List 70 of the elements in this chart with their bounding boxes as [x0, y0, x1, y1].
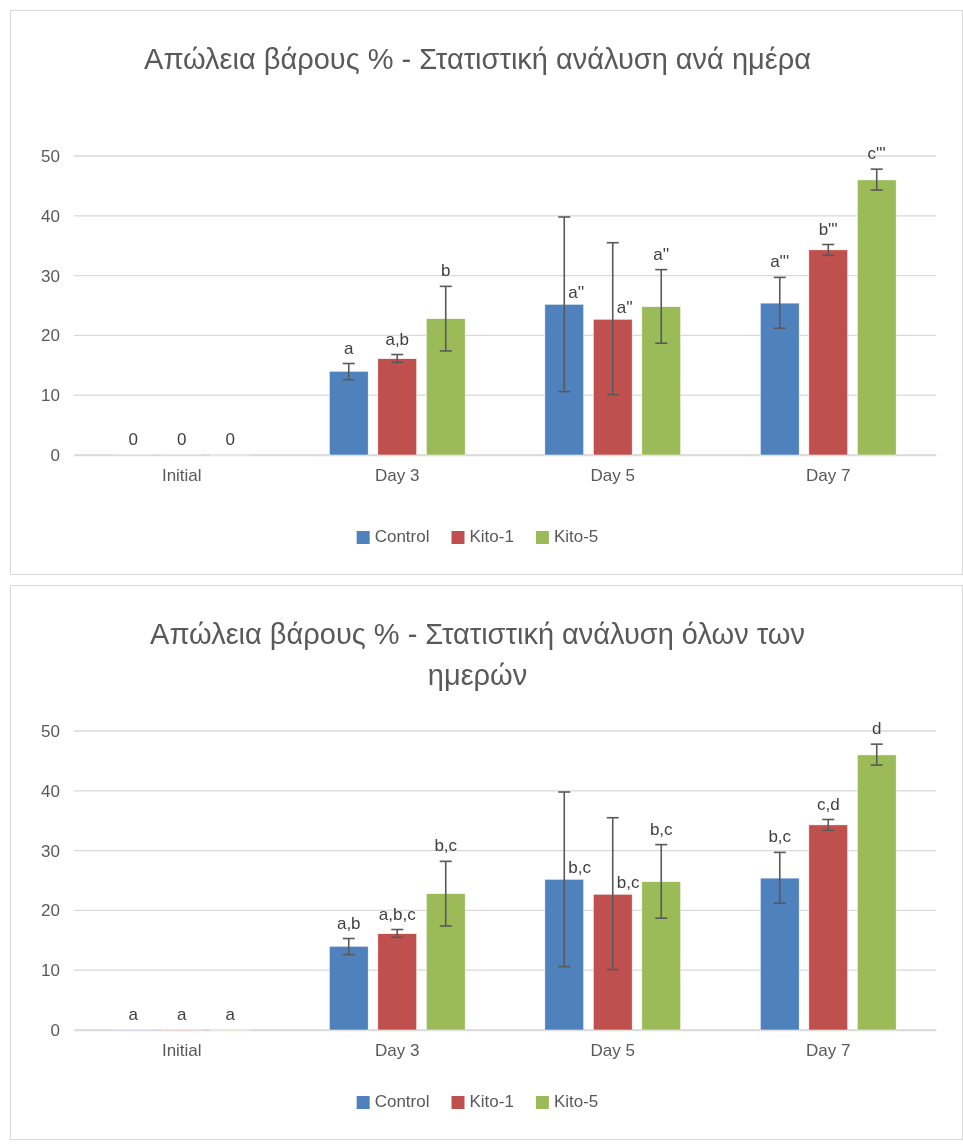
- data-label: b,c: [768, 827, 792, 847]
- bar: [641, 881, 681, 1031]
- y-tick-label: 30: [41, 266, 60, 286]
- y-tick-label: 20: [41, 901, 60, 921]
- data-label: b,c: [434, 836, 458, 856]
- bar: [426, 318, 466, 456]
- bar: [593, 319, 633, 456]
- bar: [857, 179, 897, 456]
- y-tick-label: 40: [41, 781, 60, 801]
- bar: [377, 358, 417, 456]
- legend-label: Kito-5: [553, 1092, 599, 1111]
- y-tick-label: 0: [50, 1020, 60, 1040]
- legend-label: Kito-1: [469, 527, 514, 546]
- y-tick-label: 40: [41, 206, 60, 226]
- data-label: a'': [616, 298, 633, 318]
- bar: [808, 824, 848, 1031]
- y-tick-label: 20: [41, 326, 60, 346]
- data-label: 0: [225, 430, 235, 449]
- data-label: 0: [128, 430, 138, 449]
- data-label: a: [225, 1005, 236, 1024]
- data-label: a'': [653, 244, 670, 264]
- y-tick-label: 30: [41, 841, 60, 861]
- bar: [593, 894, 633, 1031]
- data-label: c''': [867, 144, 886, 164]
- x-tick-label: Initial: [161, 1041, 202, 1061]
- data-label: b: [441, 261, 451, 281]
- data-label: a,b: [385, 329, 410, 349]
- data-label: a,b,c: [378, 904, 417, 924]
- legend-label: Control: [374, 527, 430, 546]
- x-tick-label: Day 3: [375, 466, 420, 486]
- bar: [641, 306, 681, 456]
- bar: [808, 249, 848, 456]
- bar: [329, 946, 369, 1031]
- y-tick-label: 10: [41, 961, 60, 981]
- data-label: b,c: [568, 858, 592, 878]
- y-tick-label: 50: [41, 721, 60, 741]
- data-label: c,d: [816, 794, 840, 814]
- bar: [426, 893, 466, 1031]
- x-tick-label: Day 7: [806, 466, 851, 486]
- bar: [760, 302, 800, 456]
- data-label: a: [177, 1005, 188, 1024]
- data-label: b,c: [649, 819, 674, 839]
- x-tick-label: Initial: [161, 466, 202, 486]
- data-label: d: [872, 719, 882, 739]
- y-tick-label: 10: [41, 386, 60, 406]
- chart-title: Απώλεια βάρους % - Στατιστική ανάλυση όλων των ημερών: [150, 618, 805, 691]
- data-label: b,c: [616, 873, 640, 893]
- bar: [377, 933, 417, 1031]
- y-tick-label: 50: [41, 146, 60, 166]
- legend-label: Control: [374, 1092, 430, 1111]
- legend-label: Kito-1: [469, 1092, 514, 1111]
- bar: [329, 371, 369, 456]
- chart-title: Απώλεια βάρους % - Στατιστική ανάλυση ανά ημέρα: [144, 43, 811, 75]
- data-label: 0: [177, 430, 187, 449]
- bar: [544, 879, 584, 1031]
- bar: [760, 877, 800, 1031]
- legend-label: Kito-5: [553, 527, 599, 546]
- data-label: a: [128, 1005, 139, 1024]
- x-tick-label: Day 5: [590, 1041, 635, 1061]
- data-label: a'': [568, 283, 585, 303]
- bar: [857, 754, 897, 1031]
- data-label: a,b: [336, 913, 361, 933]
- data-label: b''': [818, 219, 838, 239]
- x-tick-label: Day 3: [375, 1041, 420, 1061]
- y-tick-label: 0: [50, 445, 60, 465]
- data-label: a: [344, 338, 355, 358]
- x-tick-label: Day 7: [806, 1041, 851, 1061]
- x-tick-label: Day 5: [590, 466, 635, 486]
- bar: [544, 304, 584, 456]
- data-label: a''': [770, 252, 790, 272]
